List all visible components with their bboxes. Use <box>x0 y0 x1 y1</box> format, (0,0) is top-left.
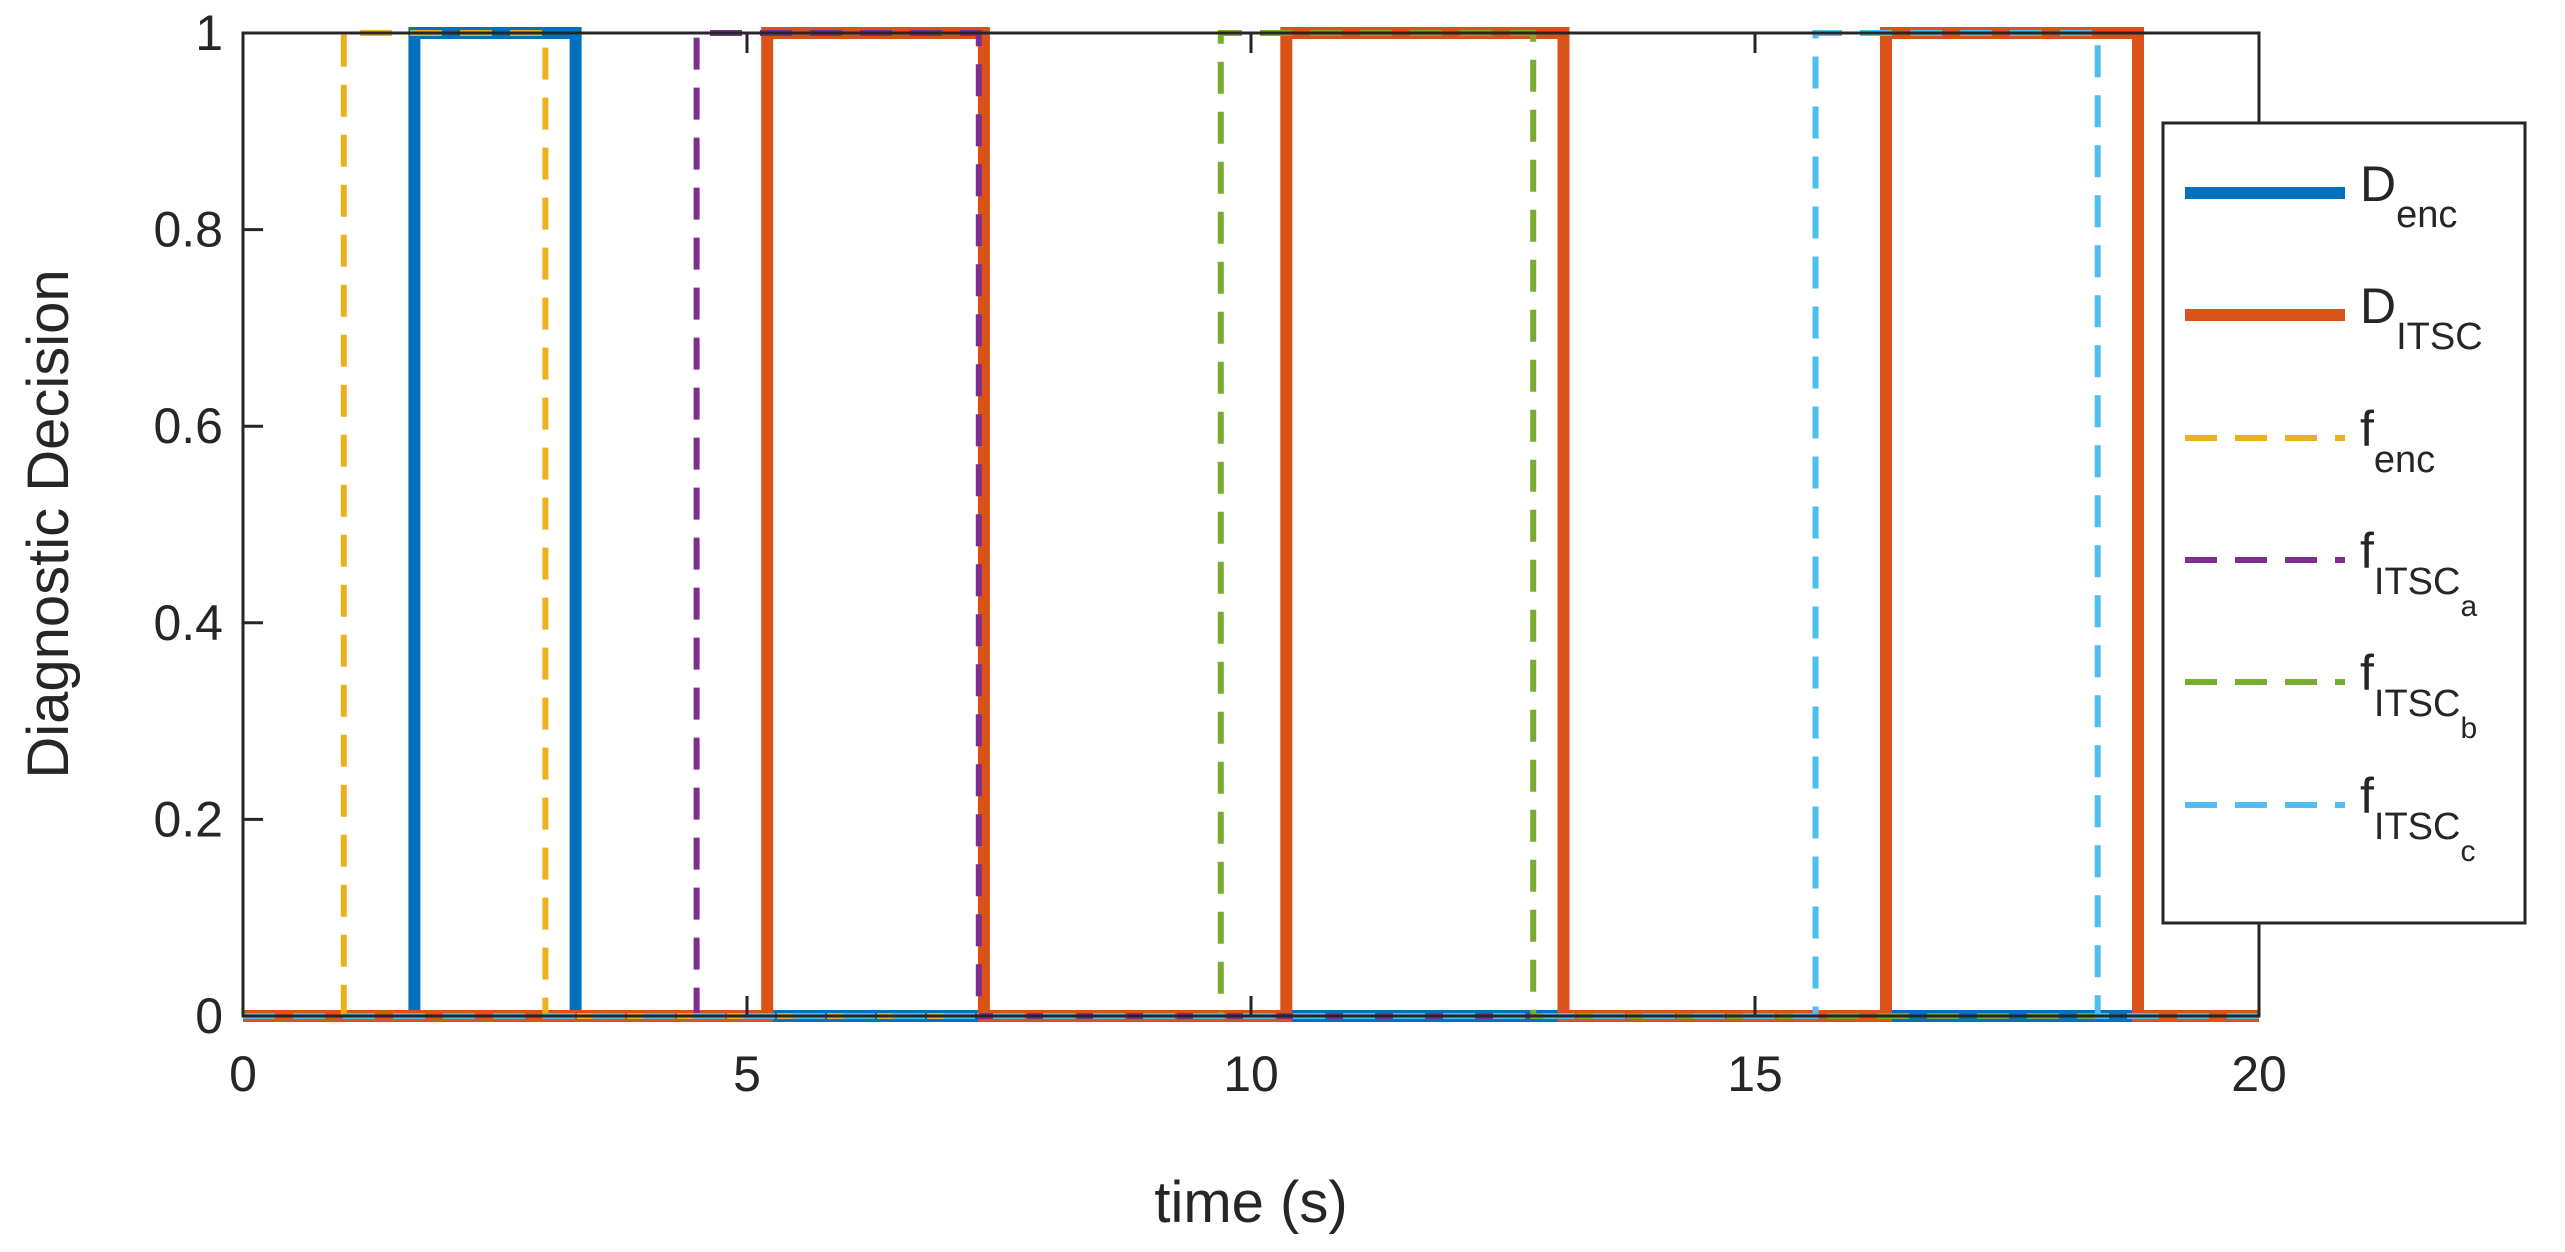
legend-label-4: fITSCa <box>2360 523 2477 623</box>
y-tick-label: 1 <box>195 5 223 61</box>
x-tick-label: 15 <box>1727 1046 1783 1102</box>
x-tick-label: 0 <box>229 1046 257 1102</box>
x-tick-label: 10 <box>1223 1046 1279 1102</box>
legend: Denc DITSC fenc fITSCa fITSCb fITSCc <box>2161 121 2527 925</box>
x-tick-label: 5 <box>733 1046 761 1102</box>
legend-box <box>2161 121 2527 925</box>
legend-label-5: fITSCb <box>2360 645 2477 745</box>
legend-label-6: fITSCc <box>2360 768 2475 868</box>
y-tick-label: 0.6 <box>153 398 223 454</box>
x-axis-title: time (s) <box>1154 1170 1347 1235</box>
legend-label-3: fenc <box>2360 401 2435 481</box>
y-tick-label: 0.8 <box>153 202 223 258</box>
y-axis-title: Diagnostic Decision <box>16 269 81 778</box>
y-tick-label: 0.2 <box>153 791 223 847</box>
legend-label-1: Denc <box>2360 156 2457 236</box>
legend-label-2: DITSC <box>2360 278 2483 358</box>
y-tick-label: 0 <box>195 988 223 1044</box>
tick-layer: 0 5 10 15 20 0 0.2 0.4 0.6 0.8 1 <box>153 5 2286 1102</box>
y-tick-label: 0.4 <box>153 595 223 651</box>
x-tick-label: 20 <box>2231 1046 2287 1102</box>
